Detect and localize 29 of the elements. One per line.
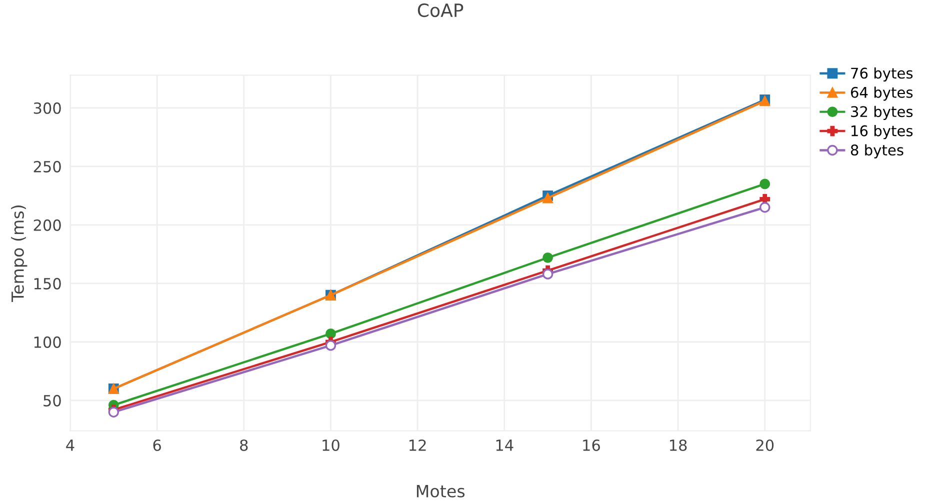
y-tick-label: 300: [34, 102, 61, 114]
y-tick-label: 200: [34, 219, 61, 231]
x-tick-label: 18: [670, 439, 687, 452]
x-tick-label: 16: [583, 439, 600, 452]
x-tick-label: 4: [66, 440, 74, 451]
legend-label: 16 bytes: [852, 125, 913, 140]
point: [760, 178, 770, 190]
x-tick-label: 6: [153, 439, 161, 452]
y-tick-label: 250: [34, 160, 61, 172]
chart-title: CoAP: [418, 3, 464, 18]
x-tick-label: 14: [496, 440, 514, 451]
x-tick-label: 12: [410, 439, 426, 451]
x-tick-label: 20: [756, 439, 774, 452]
y-tick-label: 50: [44, 394, 61, 406]
point: [542, 252, 553, 263]
y-tick-label: 150: [34, 278, 61, 290]
legend-label: 32 bytes: [851, 106, 913, 120]
x-tick-label: 8: [240, 439, 248, 452]
y-axis-title: Tempo (ms): [11, 206, 28, 302]
point: [542, 268, 554, 280]
y-tick-label: 100: [34, 336, 61, 348]
legend-label: 76 bytes: [851, 67, 913, 82]
legend-label: 8 bytes: [850, 144, 904, 158]
x-tick-label: 10: [322, 439, 340, 452]
point: [542, 192, 553, 204]
legend-label: 64 bytes: [850, 86, 913, 101]
point: [760, 202, 770, 213]
x-axis-title: Motes: [416, 485, 465, 498]
point: [325, 340, 336, 351]
